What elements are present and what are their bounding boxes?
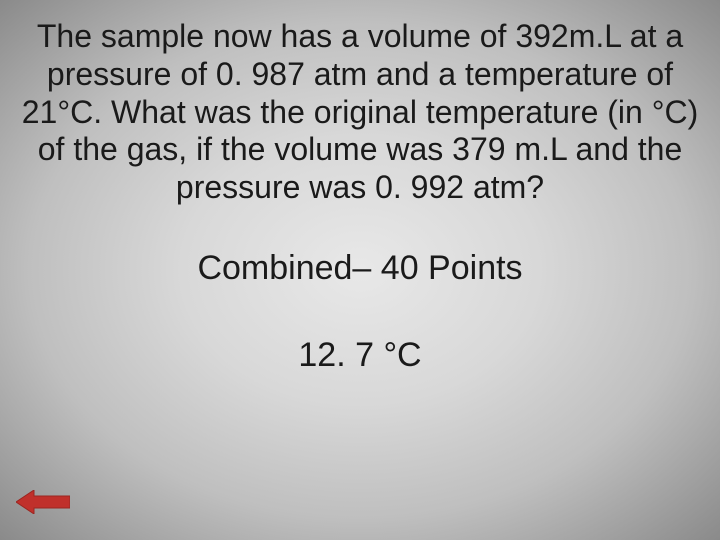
category-points: Combined– 40 Points [197,249,522,288]
slide-container: The sample now has a volume of 392m.L at… [0,0,720,540]
arrow-left-icon [16,490,70,514]
answer-text: 12. 7 °C [298,336,421,375]
back-arrow-button[interactable] [16,490,70,514]
question-text: The sample now has a volume of 392m.L at… [20,18,700,207]
